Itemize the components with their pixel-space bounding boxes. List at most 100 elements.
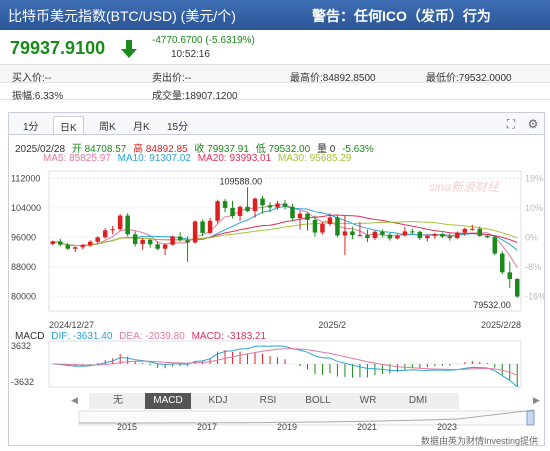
legend-high: 高 84892.85 <box>133 144 188 155</box>
candle <box>447 236 453 239</box>
candle <box>507 272 513 279</box>
candle <box>282 203 288 207</box>
timeline-handle <box>526 410 535 426</box>
candle <box>95 237 100 242</box>
candle <box>147 239 153 245</box>
timeline-line <box>79 409 535 424</box>
tab-daily[interactable]: 日K <box>53 116 84 134</box>
candle <box>380 231 385 235</box>
tab-1min[interactable]: 1分 <box>23 122 39 133</box>
high-price: 最高价:84892.8500 <box>290 73 376 84</box>
candle <box>252 198 258 212</box>
ind-tab-kdj[interactable]: KDJ <box>208 395 228 406</box>
candle <box>185 240 190 243</box>
min-label: 79532.00 <box>473 300 511 310</box>
candle <box>237 206 243 216</box>
candle <box>440 234 445 237</box>
candle <box>477 228 483 236</box>
right-tick-label: -16% <box>525 291 544 301</box>
expand-icon[interactable]: ⛶ <box>506 117 516 131</box>
candle <box>80 245 85 248</box>
dif-line <box>52 345 518 388</box>
ma-legend: MA5: 85825.97 MA10: 91307.02 MA20: 93993… <box>43 153 355 164</box>
nav-left-icon[interactable]: ◀ <box>71 395 78 405</box>
candle <box>492 237 498 254</box>
price-change: -4770.6700 (-5.6319%) <box>152 35 255 46</box>
y-tick-label: 112000 <box>11 173 40 183</box>
candle <box>290 206 295 219</box>
candle <box>372 231 378 239</box>
y-tick-label: 80000 <box>11 291 36 301</box>
ind-tab-wr[interactable]: WR <box>359 395 377 406</box>
ind-tab-rsi[interactable]: RSI <box>259 395 277 406</box>
max-label: 109588.00 <box>220 176 263 186</box>
macd-legend: MACD DIF: -3631.40 DEA: -2039.80 MACD: -… <box>15 331 270 342</box>
tab-monthly[interactable]: 月K <box>133 122 150 133</box>
dea-line <box>52 348 518 376</box>
candle <box>350 231 355 236</box>
y-tick-label: 96000 <box>11 232 36 242</box>
candle <box>417 231 423 239</box>
ask-price: 卖出价:-- <box>152 73 192 84</box>
chart-panel: 1分 日K 周K 月K 15分 ⛶ ⚙ 2025/02/28 开 84708.5… <box>8 112 545 446</box>
tab-weekly[interactable]: 周K <box>99 122 116 133</box>
candle <box>395 235 400 239</box>
ind-tab-dmi[interactable]: DMI <box>408 395 428 406</box>
ind-tab-boll[interactable]: BOLL <box>305 395 331 406</box>
stats-row-1: 买入价:-- 卖出价:-- 最高价:84892.8500 最低价:79532.0… <box>0 64 550 84</box>
candle <box>177 236 183 241</box>
candle <box>140 239 145 244</box>
stats-row-2: 振幅:6.33% 成交量:18907.1200 <box>0 82 550 102</box>
bid-price: 买入价:-- <box>12 73 52 84</box>
candle <box>207 220 213 233</box>
legend-open: 开 84708.57 <box>71 144 127 155</box>
timeline-year: 2023 <box>437 422 458 432</box>
legend-volume: 量 0 <box>316 144 336 155</box>
candle <box>65 244 70 249</box>
candle <box>230 207 235 216</box>
macd-title: MACD <box>15 331 45 342</box>
timeline-year: 2017 <box>197 422 218 432</box>
data-credit: 数据由英为财情Investing提供 <box>420 436 538 446</box>
candle <box>57 241 63 245</box>
candle <box>102 230 108 238</box>
candle <box>117 215 123 230</box>
plot-frame <box>48 170 522 312</box>
watermark: sina新浪财经 <box>429 180 501 194</box>
right-tick-label: 10% <box>525 203 543 213</box>
candle <box>87 241 93 246</box>
page-title: 比特币美元指数(BTC/USD) (美元/个) <box>8 8 236 24</box>
legend-close: 收 79937.91 <box>194 144 249 155</box>
gear-icon[interactable]: ⚙ <box>527 117 539 131</box>
candle <box>110 229 115 231</box>
candle <box>125 215 130 235</box>
ind-tab-none[interactable]: 无 <box>113 395 123 406</box>
current-price: 79937.9100 <box>10 38 106 58</box>
candle <box>267 205 273 208</box>
tab-15min[interactable]: 15分 <box>167 122 189 133</box>
y-tick-label: 88000 <box>11 262 36 272</box>
ma5-line <box>52 203 518 268</box>
candle <box>305 213 310 220</box>
candle <box>275 203 280 208</box>
candle <box>297 213 303 219</box>
right-tick-label: -8% <box>525 262 541 272</box>
legend-ma5: MA5: 85825.97 <box>43 153 111 164</box>
quote-row: 79937.9100 -4770.6700 (-5.6319%) 10:52:1… <box>0 30 550 64</box>
legend-dif: DIF: -3631.40 <box>51 331 113 342</box>
candle <box>357 235 363 237</box>
candle <box>162 244 168 249</box>
candle <box>132 234 138 244</box>
low-price: 最低价:79532.0000 <box>426 73 512 84</box>
candle <box>215 201 220 221</box>
candle <box>342 231 348 236</box>
macd-tick-label: -3632 <box>11 377 34 387</box>
warning-banner: 警告：任何ICO（发币）行为 <box>312 8 491 24</box>
period-tabs: 1分 日K 周K 月K 15分 ⛶ ⚙ <box>9 113 544 135</box>
nav-right-icon[interactable]: ▶ <box>533 395 540 405</box>
ind-tab-macd[interactable]: MACD <box>145 393 191 409</box>
x-tick-label: 2024/12/27 <box>49 320 94 330</box>
candlestick-chart[interactable]: 112000 19% 104000 10% 96000 0% 88000 -8% 80000 -1… <box>9 113 544 445</box>
candle <box>365 235 370 239</box>
candle <box>425 235 430 239</box>
